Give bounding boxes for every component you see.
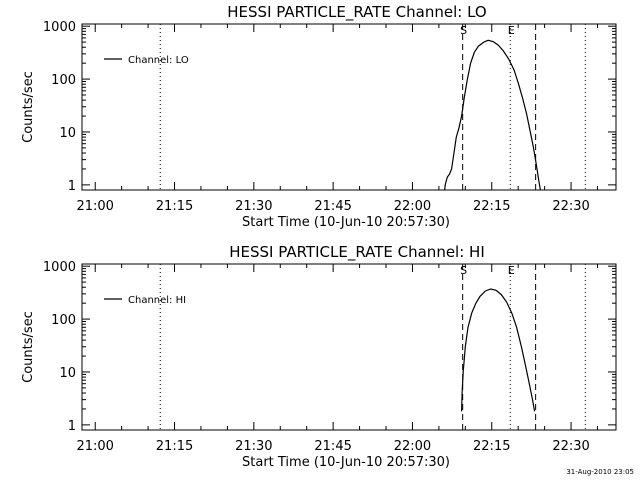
x-tick-label: 22:00 [394, 439, 431, 454]
x-tick-label: 21:45 [314, 439, 351, 454]
x-tick-label: 21:30 [235, 439, 272, 454]
x-tick-label: 21:30 [235, 199, 272, 214]
y-tick-label: 1000 [43, 20, 76, 35]
x-tick-label: 22:00 [394, 199, 431, 214]
event-marker-label: E [508, 24, 515, 37]
chart-title: HESSI PARTICLE_RATE Channel: LO [227, 3, 486, 22]
legend-label: Channel: LO [128, 55, 189, 66]
y-tick-label: 1 [68, 419, 76, 434]
x-tick-label: 22:15 [473, 199, 510, 214]
panel-lo-channel: HESSI PARTICLE_RATE Channel: LO Counts/se… [21, 3, 617, 230]
x-tick-label: 21:45 [314, 199, 351, 214]
y-tick-label: 10 [59, 366, 76, 381]
x-tick-label: 21:15 [156, 199, 193, 214]
y-tick-label: 100 [51, 313, 76, 328]
event-marker-label: S [460, 264, 467, 277]
y-tick-label: 100 [51, 73, 76, 88]
y-axis-label: Counts/sec [21, 311, 36, 383]
x-axis-label: Start Time (10-Jun-10 20:57:30) [242, 215, 450, 230]
legend-label: Channel: HI [128, 295, 186, 306]
series-line [461, 288, 536, 412]
x-tick-label: 22:30 [552, 199, 589, 214]
x-tick-label: 21:15 [156, 439, 193, 454]
footer-timestamp: 31-Aug-2010 23:05 [566, 468, 634, 476]
x-tick-label: 21:00 [76, 199, 113, 214]
y-tick-label: 10 [59, 126, 76, 141]
y-tick-label: 1000 [43, 260, 76, 275]
x-tick-label: 21:00 [76, 439, 113, 454]
x-tick-label: 22:15 [473, 439, 510, 454]
y-axis-label: Counts/sec [21, 71, 36, 143]
y-tick-label: 1 [68, 179, 76, 194]
event-marker-label: E [508, 264, 515, 277]
chart-title: HESSI PARTICLE_RATE Channel: HI [229, 243, 485, 262]
x-axis-label: Start Time (10-Jun-10 20:57:30) [242, 455, 450, 470]
series-line [444, 39, 541, 190]
x-tick-label: 22:30 [552, 439, 589, 454]
event-marker-label: S [460, 24, 467, 37]
panel-hi-channel: HESSI PARTICLE_RATE Channel: HI Counts/se… [21, 243, 617, 470]
